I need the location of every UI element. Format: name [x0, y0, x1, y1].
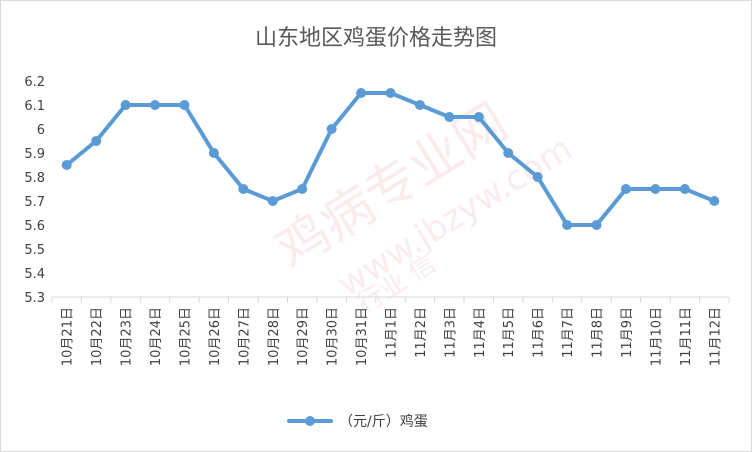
x-tick-label: 11月3日: [443, 307, 458, 358]
data-point: [503, 148, 514, 158]
x-tick-label: 10月29日: [296, 307, 311, 366]
data-point: [267, 196, 278, 206]
legend-marker: [305, 416, 315, 426]
x-tick-label: 11月8日: [591, 307, 606, 358]
data-point: [326, 124, 337, 134]
data-point: [91, 136, 102, 146]
x-tick-label: 11月9日: [620, 307, 635, 358]
x-tick-label: 10月22日: [90, 307, 105, 366]
chart-title: 山东地区鸡蛋价格走势图: [255, 26, 497, 51]
x-tick-label: 10月23日: [120, 307, 135, 366]
data-point: [61, 160, 72, 170]
x-tick-label: 11月4日: [473, 307, 488, 358]
data-point: [208, 148, 219, 158]
x-tick-label: 10月31日: [355, 307, 370, 366]
x-tick-label: 11月7日: [561, 307, 576, 358]
x-tick-label: 11月6日: [532, 307, 547, 358]
data-point: [709, 196, 720, 206]
axes: 5.3 5.4 5.5 5.6 5.7 5.8 5.9 6 6.1 6.2 10月21日 10月22日…: [24, 75, 730, 366]
data-point: [238, 184, 249, 194]
x-tick-label: 11月5日: [502, 307, 517, 358]
x-tick-label: 10月25日: [178, 307, 193, 366]
data-point: [532, 172, 543, 182]
x-tick-label: 11月1日: [385, 307, 400, 358]
legend: （元/斤）鸡蛋: [287, 413, 428, 430]
data-point: [150, 100, 161, 110]
data-point: [179, 100, 190, 110]
y-tick-label: 6: [37, 123, 45, 138]
data-point: [444, 112, 455, 122]
y-tick-label: 5.6: [24, 219, 45, 234]
y-tick-label: 5.4: [24, 267, 45, 282]
x-tick-label: 10月30日: [326, 307, 341, 366]
x-tick-label: 11月2日: [414, 307, 429, 358]
x-tick-label: 11月12日: [708, 307, 723, 366]
x-tick-label: 10月26日: [208, 307, 223, 366]
data-point: [120, 100, 131, 110]
y-tick-label: 5.3: [24, 291, 45, 306]
x-tick-label: 10月24日: [149, 307, 164, 366]
x-tick-label: 11月11日: [679, 307, 694, 366]
y-tick-label: 5.9: [24, 147, 45, 162]
data-point: [297, 184, 308, 194]
x-tick-label: 10月28日: [267, 307, 282, 366]
data-point: [591, 220, 602, 230]
series-layer: [61, 88, 720, 230]
y-tick-label: 5.8: [24, 171, 45, 186]
y-tick-label: 5.7: [24, 195, 45, 210]
data-point: [356, 88, 367, 98]
x-tick-label: 10月21日: [61, 307, 76, 366]
data-point: [385, 88, 396, 98]
data-point: [650, 184, 661, 194]
data-point: [473, 112, 484, 122]
y-tick-label: 6.1: [24, 99, 45, 114]
y-tick-label: 5.5: [24, 243, 45, 258]
x-tick-label: 10月27日: [237, 307, 252, 366]
x-tick-label: 11月10日: [649, 307, 664, 366]
legend-label: （元/斤）鸡蛋: [339, 413, 428, 430]
data-point: [679, 184, 690, 194]
data-point: [562, 220, 573, 230]
data-point: [620, 184, 631, 194]
y-tick-label: 6.2: [24, 75, 45, 90]
data-point: [414, 100, 425, 110]
